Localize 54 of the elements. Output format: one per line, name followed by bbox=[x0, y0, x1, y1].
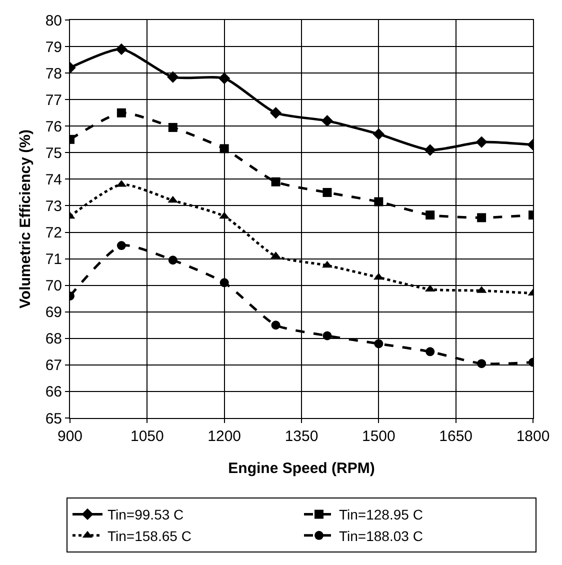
y-tick-label: 78 bbox=[45, 65, 62, 82]
point bbox=[426, 210, 435, 220]
x-tick-label: 1350 bbox=[284, 428, 318, 445]
point bbox=[167, 71, 179, 83]
legend-label: Tin=188.03 C bbox=[339, 528, 423, 544]
point bbox=[168, 122, 178, 132]
x-tick-label: 1200 bbox=[208, 428, 242, 445]
point bbox=[271, 320, 280, 330]
legend-label: Tin=99.53 C bbox=[108, 506, 184, 523]
point bbox=[116, 43, 128, 56]
legend-label: Tin=158.65 C bbox=[108, 528, 192, 544]
point bbox=[271, 177, 280, 186]
y-tick-label: 72 bbox=[45, 224, 62, 242]
point bbox=[476, 136, 488, 148]
point bbox=[477, 213, 486, 222]
legend-label: Tin=128.95 C bbox=[339, 506, 423, 523]
x-axis-title: Engine Speed (RPM) bbox=[228, 460, 375, 477]
point bbox=[116, 241, 126, 250]
point bbox=[374, 339, 384, 348]
y-tick-label: 74 bbox=[45, 171, 62, 188]
point bbox=[220, 144, 229, 154]
point bbox=[321, 114, 334, 127]
y-tick-label: 73 bbox=[45, 198, 62, 215]
point bbox=[322, 331, 332, 340]
x-tick-label: 1650 bbox=[439, 428, 473, 445]
y-tick-label: 70 bbox=[45, 278, 62, 295]
point bbox=[424, 144, 436, 156]
point bbox=[220, 278, 229, 288]
point bbox=[426, 347, 435, 356]
y-axis-title: Volumetric Efficiency (%) bbox=[17, 130, 34, 308]
y-tick-label: 65 bbox=[45, 410, 62, 428]
y-tick-label: 77 bbox=[45, 92, 62, 109]
point bbox=[477, 359, 486, 368]
y-tick-label: 75 bbox=[45, 144, 62, 162]
point bbox=[372, 128, 385, 140]
y-tick-label: 80 bbox=[45, 12, 62, 30]
point bbox=[322, 188, 332, 197]
y-tick-label: 66 bbox=[45, 384, 62, 401]
x-tick-label: 1500 bbox=[362, 428, 396, 445]
y-tick-label: 68 bbox=[45, 330, 62, 348]
x-tick-label: 900 bbox=[57, 428, 83, 445]
point bbox=[116, 108, 126, 118]
point bbox=[322, 260, 332, 268]
y-tick-label: 69 bbox=[45, 304, 62, 322]
point bbox=[218, 72, 230, 84]
x-tick-label: 1050 bbox=[130, 428, 164, 445]
x-tick-label: 1800 bbox=[516, 428, 550, 445]
point bbox=[374, 197, 384, 206]
y-tick-label: 71 bbox=[45, 251, 62, 268]
point bbox=[270, 107, 282, 119]
point bbox=[168, 256, 178, 265]
y-tick-label: 79 bbox=[45, 38, 62, 56]
y-tick-label: 76 bbox=[45, 118, 62, 136]
y-tick-label: 67 bbox=[45, 357, 62, 374]
